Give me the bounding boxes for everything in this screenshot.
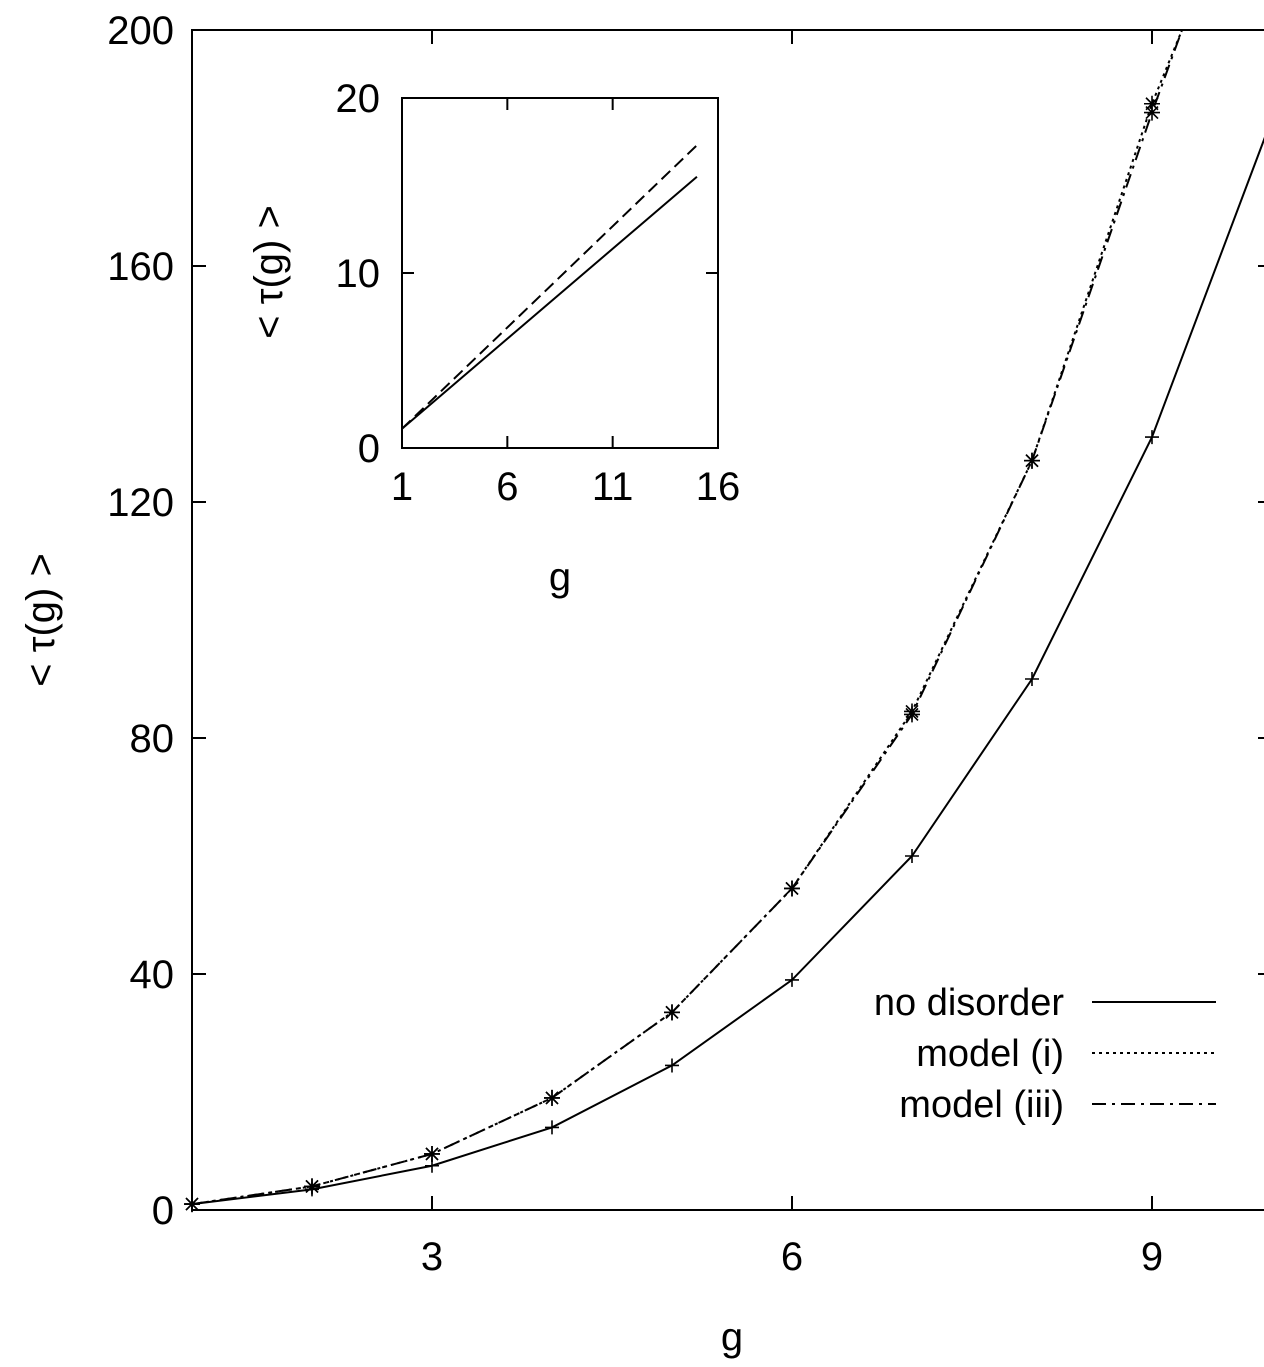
inset-y-tick-label: 20 [336,77,381,121]
star-marker [1024,452,1040,469]
plus-marker [1145,430,1159,445]
star-marker [904,706,920,723]
x-tick-label: 9 [1141,1235,1163,1279]
inset-series-line-0 [401,175,698,430]
star-marker [424,1145,440,1162]
series-line-2 [191,29,1183,1206]
legend-label: no disorder [874,982,1064,1024]
inset-x-tick-label: 1 [391,465,413,509]
inset-series [401,144,698,430]
main-series [184,29,1264,1213]
star-marker [664,1004,680,1021]
plus-marker [1025,672,1039,686]
plus-marker [545,1120,559,1135]
inset-x-axis-label: g [549,555,571,599]
inset-series-line-1 [401,144,698,430]
inset-y-tick-label: 10 [336,252,381,296]
star-marker [544,1089,560,1106]
star-marker [784,880,800,897]
legend-label: model (i) [916,1033,1064,1075]
y-tick-label: 40 [130,953,175,997]
y-tick-label: 0 [152,1189,174,1233]
x-tick-label: 6 [781,1235,803,1279]
star-marker [1144,104,1160,121]
star-marker [1144,95,1160,112]
x-axis-label: g [721,1315,743,1359]
y-tick-label: 160 [107,245,174,289]
inset-x-tick-label: 11 [592,465,634,509]
inset-y-axis-label: < τ(g) > [247,205,291,339]
inset-x-tick-label: 16 [696,465,741,509]
y-tick-label: 120 [107,481,174,525]
legend-label: model (iii) [899,1084,1064,1126]
star-marker [304,1178,320,1195]
y-tick-label: 200 [107,9,174,53]
inset-plot-frame [401,97,719,449]
y-tick-label: 80 [130,717,175,761]
inset-x-tick-label: 6 [496,465,518,509]
plus-marker [905,849,919,863]
plus-marker [665,1058,679,1073]
legend: no disorder model (i) model (iii) [874,982,1216,1126]
star-marker [184,1196,200,1213]
x-tick-label: 3 [421,1235,443,1279]
main-plot-frame [191,29,1264,1211]
plus-marker [785,972,799,987]
inset-y-tick-label: 0 [358,427,380,471]
y-axis-label: < τ(g) > [19,553,63,687]
series-line-0 [191,136,1264,1206]
